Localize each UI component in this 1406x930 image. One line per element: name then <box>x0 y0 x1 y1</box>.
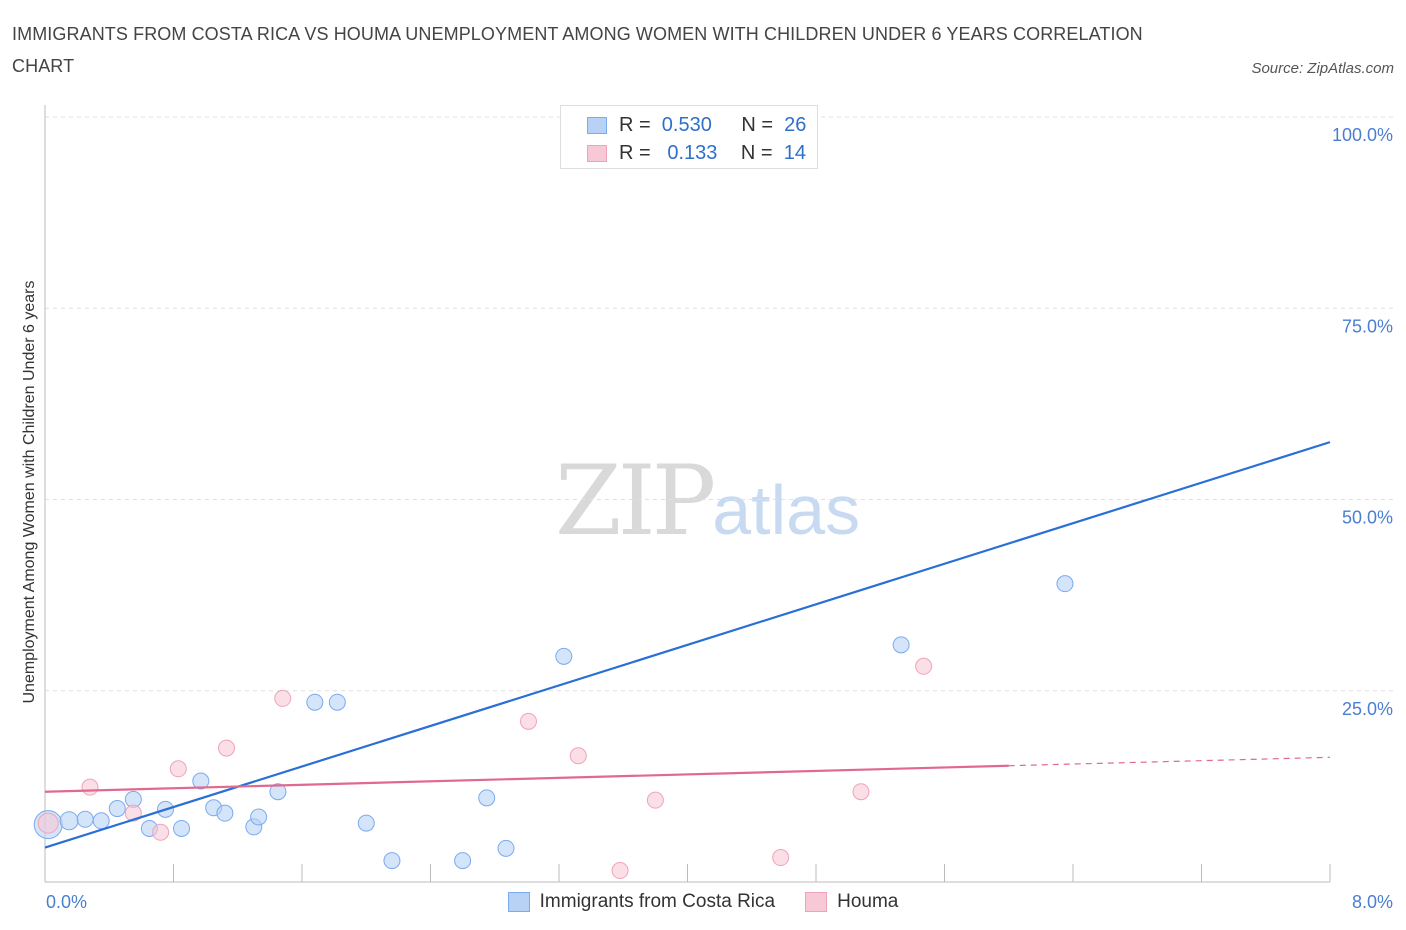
legend-n-houma: 14 <box>783 141 806 164</box>
legend-n-costa-rica: 26 <box>784 113 807 136</box>
point-costa-rica <box>250 808 268 826</box>
point-costa-rica <box>192 772 210 790</box>
legend-row-houma: R = 0.133 N = 14 <box>587 141 806 165</box>
point-costa-rica <box>269 783 287 801</box>
point-houma <box>218 739 236 757</box>
legend-r-houma: 0.133 <box>667 141 718 164</box>
point-costa-rica <box>383 852 401 870</box>
point-houma <box>569 747 587 765</box>
stats-legend: R = 0.530 N = 26 R = 0.133 N = 14 <box>560 105 818 169</box>
trendline-costa-rica <box>44 441 1331 849</box>
point-costa-rica <box>357 814 375 832</box>
y-tick-label: 75.0% <box>1342 316 1393 336</box>
legend-row-costa-rica: R = 0.530 N = 26 <box>587 113 806 137</box>
x-tick-label: 8.0% <box>1352 892 1393 912</box>
point-costa-rica <box>108 800 126 818</box>
point-houma <box>124 804 142 822</box>
point-houma <box>772 849 790 867</box>
series-legend: Immigrants from Costa Rica Houma <box>0 890 1406 914</box>
point-costa-rica <box>216 804 234 822</box>
point-houma <box>169 760 187 778</box>
point-costa-rica <box>173 819 191 837</box>
watermark: ZIPatlas <box>555 445 860 557</box>
point-houma <box>646 791 664 809</box>
point-costa-rica <box>454 852 472 870</box>
x-tick-label: 0.0% <box>46 892 87 912</box>
point-houma <box>519 712 537 730</box>
point-houma <box>274 689 292 707</box>
point-costa-rica <box>478 789 496 807</box>
legend-item-costa-rica[interactable]: Immigrants from Costa Rica <box>507 891 776 913</box>
point-houma <box>81 778 99 796</box>
point-houma <box>152 823 170 841</box>
point-costa-rica <box>497 839 515 857</box>
point-houma <box>37 812 59 834</box>
legend-label-houma: Houma <box>837 891 899 912</box>
trendline-houma <box>44 764 1009 793</box>
point-houma <box>852 783 870 801</box>
chart-title: IMMIGRANTS FROM COSTA RICA VS HOUMA UNEM… <box>12 24 1143 76</box>
point-costa-rica <box>92 812 110 830</box>
trendline-houma-extension <box>1008 756 1331 767</box>
point-costa-rica <box>59 811 79 831</box>
point-costa-rica <box>76 810 94 828</box>
point-costa-rica <box>892 636 910 654</box>
legend-r-costa-rica: 0.530 <box>661 113 712 136</box>
legend-label-costa-rica: Immigrants from Costa Rica <box>539 891 776 912</box>
legend-swatch-costa-rica <box>587 116 607 134</box>
legend-swatch <box>805 892 828 912</box>
point-houma <box>611 862 629 880</box>
y-tick-label: 25.0% <box>1342 699 1393 719</box>
point-houma <box>915 657 933 675</box>
y-tick-label: 100.0% <box>1332 125 1393 145</box>
watermark-zip: ZIP <box>555 445 716 557</box>
y-tick-label: 50.0% <box>1342 508 1393 528</box>
point-costa-rica <box>1056 575 1074 593</box>
watermark-atlas: atlas <box>712 471 861 549</box>
point-costa-rica <box>328 693 346 711</box>
point-costa-rica <box>555 647 573 665</box>
chart-source: Source: ZipAtlas.com <box>1251 60 1394 77</box>
point-costa-rica <box>306 693 324 711</box>
legend-swatch-houma <box>587 144 607 162</box>
legend-item-houma[interactable]: Houma <box>805 891 898 913</box>
legend-swatch <box>507 892 530 912</box>
